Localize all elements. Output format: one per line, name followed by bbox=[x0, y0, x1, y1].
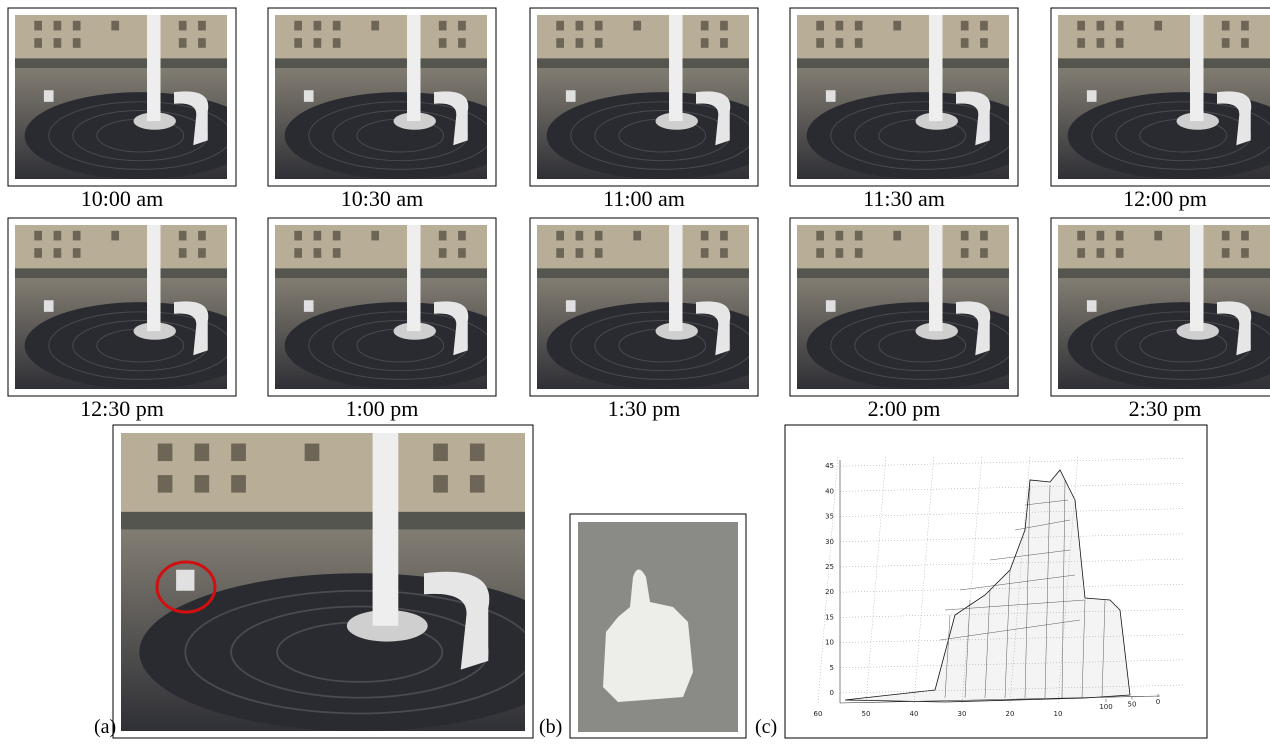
photo bbox=[15, 225, 256, 389]
z-tick-label: 30 bbox=[825, 538, 834, 546]
photo bbox=[1058, 225, 1270, 389]
x-tick-label: 60 bbox=[814, 710, 823, 718]
x-tick-label: 20 bbox=[1006, 710, 1015, 718]
x-tick-label: 10 bbox=[1054, 710, 1063, 718]
time-caption: 12:00 pm bbox=[1123, 186, 1207, 211]
surface bbox=[845, 470, 1130, 702]
panel-label: (a) bbox=[94, 716, 116, 738]
time-caption: 1:00 pm bbox=[346, 396, 419, 421]
photo bbox=[797, 225, 1038, 389]
photo bbox=[578, 522, 738, 732]
panel-label: (b) bbox=[539, 716, 562, 738]
figure: 10:00 am 10:30 am 11:00 am 11:30 am 12:00 pm… bbox=[0, 0, 1270, 744]
x-tick-label: 30 bbox=[958, 710, 967, 718]
photo bbox=[275, 15, 516, 179]
y-tick-label: 50 bbox=[1128, 701, 1137, 709]
x-tick-label: 40 bbox=[910, 710, 919, 718]
photo bbox=[1058, 15, 1270, 179]
photo bbox=[797, 15, 1038, 179]
time-caption: 11:30 am bbox=[863, 186, 945, 211]
time-caption: 10:00 am bbox=[81, 186, 164, 211]
photo bbox=[15, 15, 256, 179]
y-tick-label: 0 bbox=[1156, 698, 1160, 706]
z-tick-label: 10 bbox=[825, 639, 834, 647]
z-tick-label: 45 bbox=[825, 462, 834, 470]
time-caption: 11:00 am bbox=[603, 186, 685, 211]
time-caption: 2:30 pm bbox=[1129, 396, 1202, 421]
photo bbox=[121, 433, 580, 731]
time-caption: 1:30 pm bbox=[608, 396, 681, 421]
photo bbox=[537, 15, 778, 179]
grid-line bbox=[840, 458, 1185, 466]
grid-line bbox=[866, 455, 886, 703]
z-tick-label: 0 bbox=[830, 689, 834, 697]
frame-grid: 10:00 am 10:30 am 11:00 am 11:30 am 12:00 pm… bbox=[8, 8, 1270, 421]
x-tick-label: 50 bbox=[862, 710, 871, 718]
z-tick-label: 25 bbox=[825, 563, 834, 571]
panel-label: (c) bbox=[755, 716, 777, 738]
grid-line bbox=[840, 483, 1185, 491]
grid-line bbox=[840, 534, 1185, 542]
z-tick-label: 15 bbox=[825, 613, 834, 621]
z-tick-label: 40 bbox=[825, 487, 834, 495]
grid-line bbox=[840, 509, 1185, 517]
time-caption: 2:00 pm bbox=[868, 396, 941, 421]
z-tick-label: 20 bbox=[825, 588, 834, 596]
photo bbox=[537, 225, 778, 389]
y-tick-label: 100 bbox=[1099, 703, 1112, 711]
z-tick-label: 35 bbox=[825, 513, 834, 521]
photo bbox=[275, 225, 516, 389]
surface-plot: 0 5 10 15 20 25 30 35 40 45 60 50 40 30 20 10 100 50 0 bbox=[814, 455, 1185, 718]
z-tick-label: 5 bbox=[830, 664, 834, 672]
time-caption: 10:30 am bbox=[341, 186, 424, 211]
time-caption: 12:30 pm bbox=[80, 396, 164, 421]
